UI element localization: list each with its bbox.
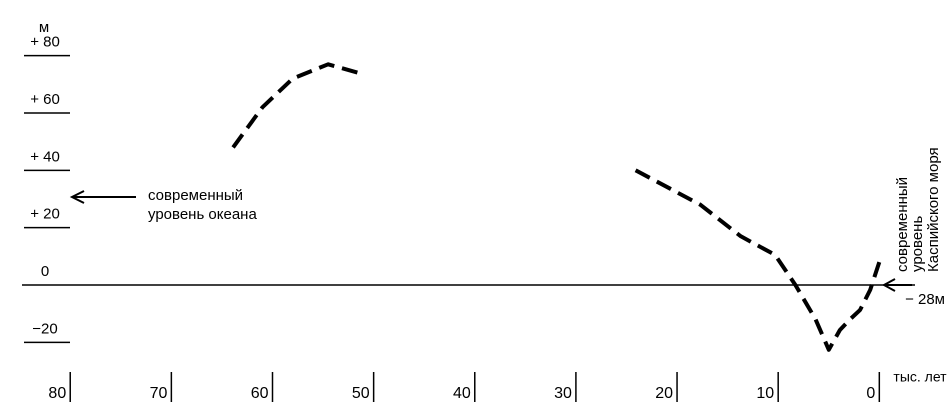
y-tick-label: + 60 — [30, 91, 60, 108]
y-tick-label: + 80 — [30, 34, 60, 51]
annotation: уровень океана — [148, 206, 257, 223]
ocean-arrow — [69, 190, 136, 204]
y-tick-label: + 20 — [30, 206, 60, 223]
annotation: − 28м — [905, 291, 945, 308]
y-axis-label: м — [39, 19, 49, 36]
annotation: уровень — [909, 216, 926, 272]
x-tick-label: 40 — [453, 385, 471, 402]
x-tick-label: 10 — [756, 385, 774, 402]
x-tick-label: 20 — [655, 385, 673, 402]
y-tick-label: + 40 — [30, 148, 60, 165]
x-tick-label: 0 — [866, 385, 875, 402]
annotation: современный — [148, 187, 243, 204]
x-axis-label: тыс. лет — [893, 369, 947, 385]
annotation: современный — [894, 177, 911, 272]
y-tick-label: 0 — [41, 263, 49, 280]
x-tick-label: 50 — [352, 385, 370, 402]
annotation: Каспийского моря — [925, 147, 942, 272]
x-tick-label: 80 — [48, 385, 66, 402]
x-tick-label: 30 — [554, 385, 572, 402]
y-tick-label: −20 — [32, 320, 57, 337]
sea-level-line — [231, 62, 882, 352]
x-tick-label: 60 — [251, 385, 269, 402]
x-tick-label: 70 — [150, 385, 168, 402]
